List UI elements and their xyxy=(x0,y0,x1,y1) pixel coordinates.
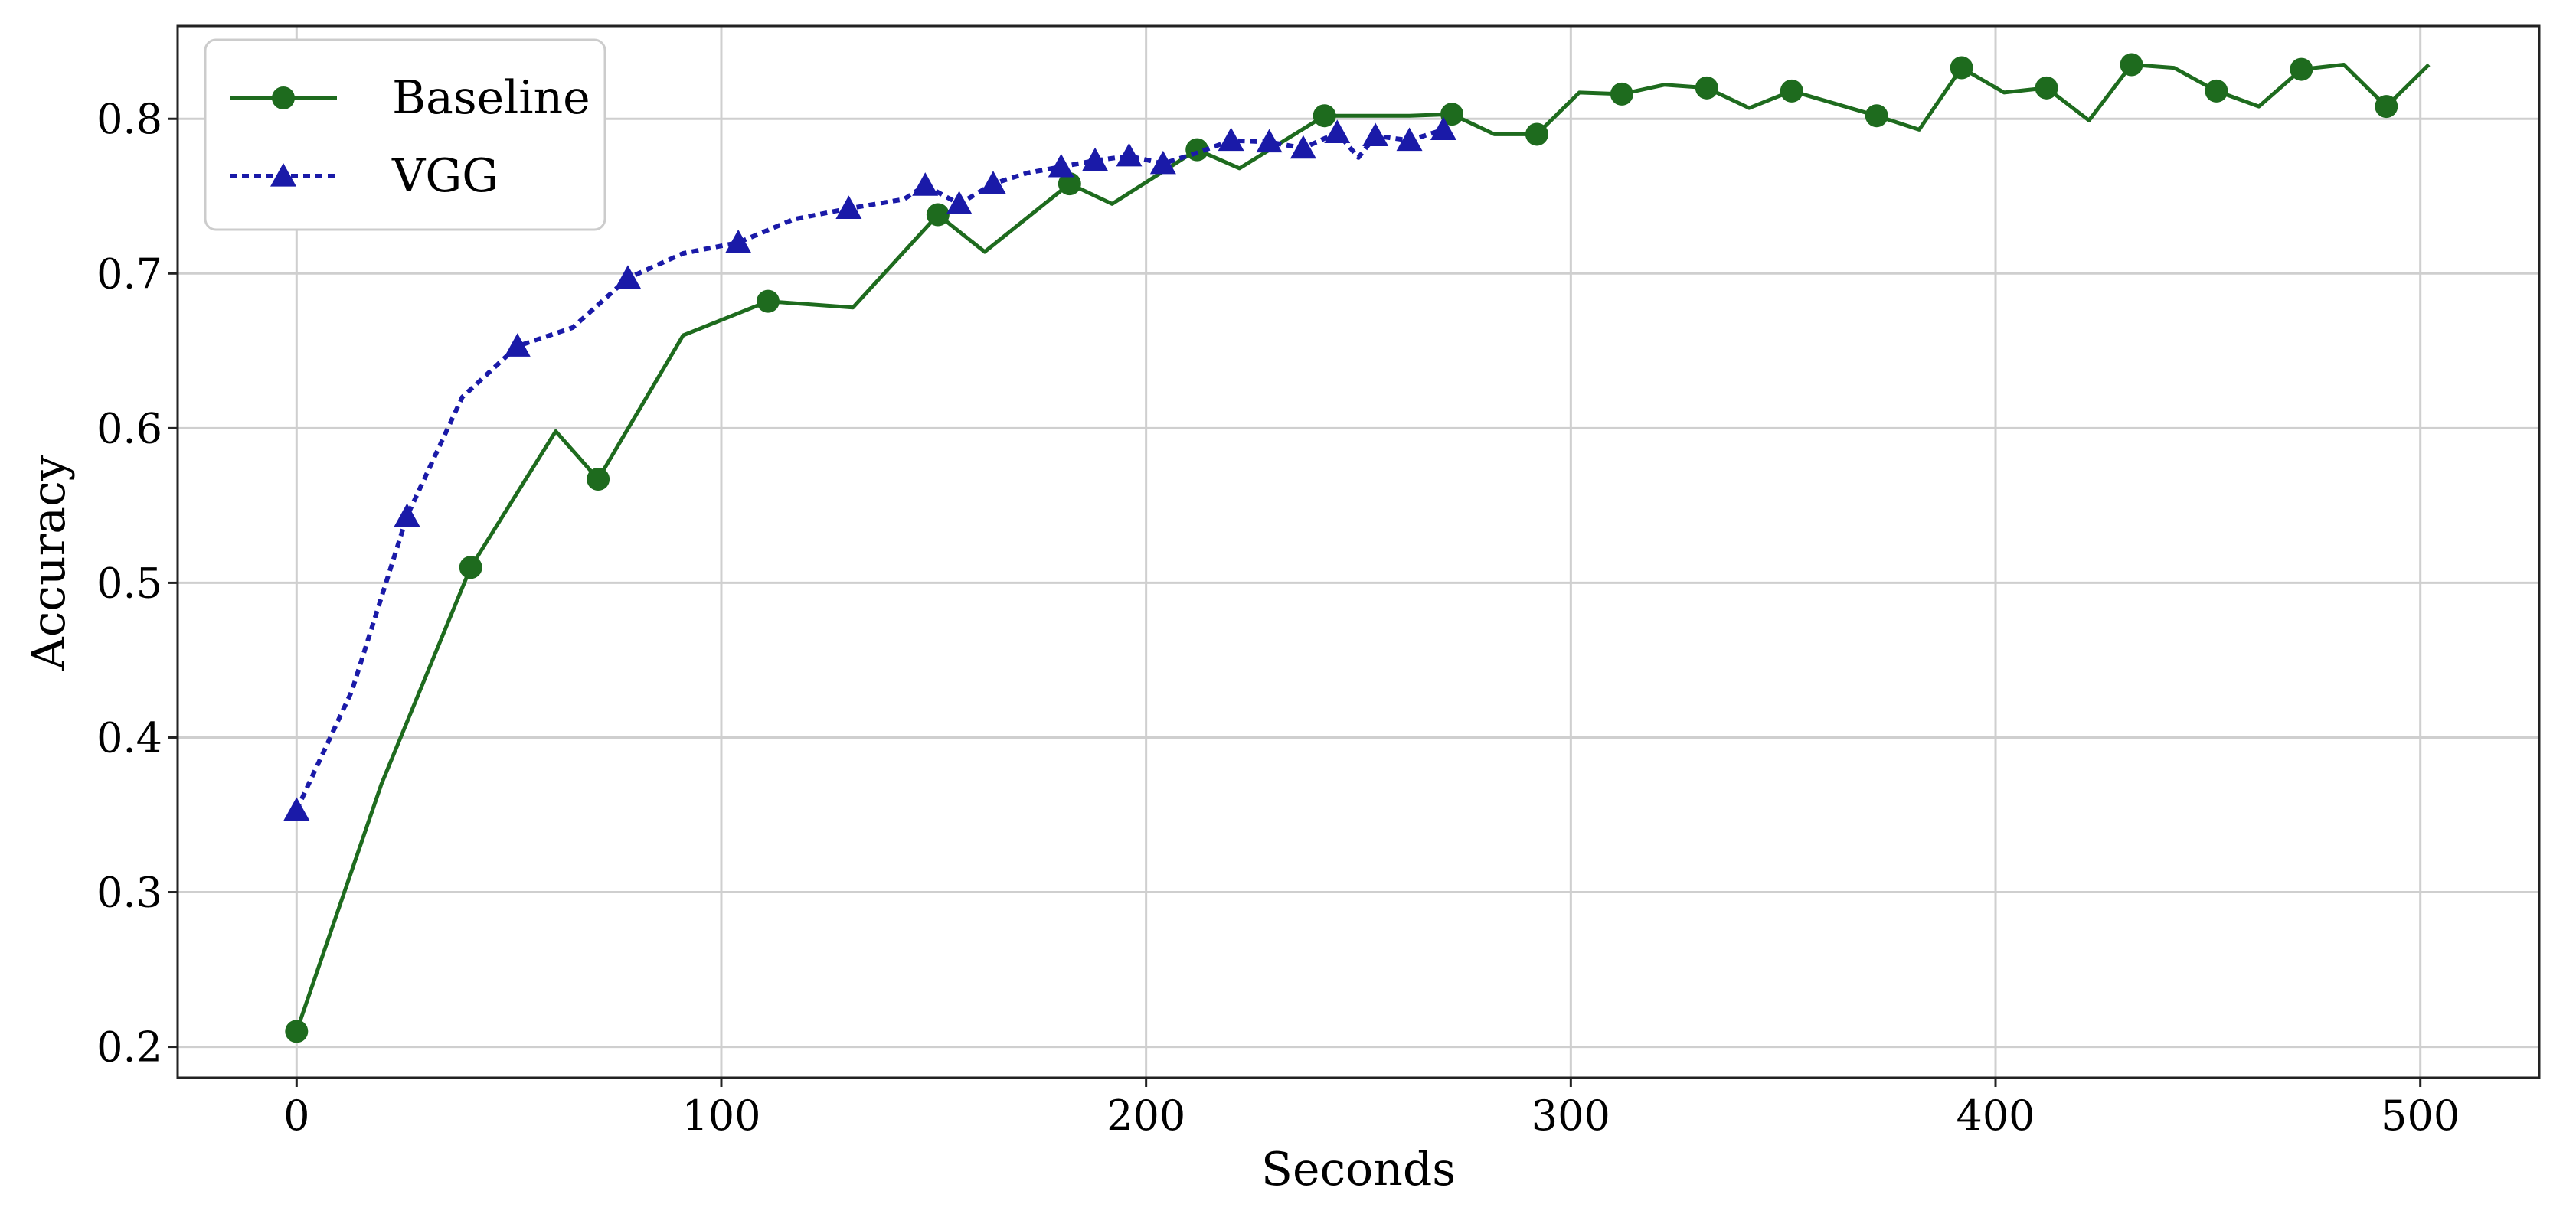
y-tick-label: 0.6 xyxy=(96,404,162,452)
x-tick-label: 100 xyxy=(682,1092,760,1140)
series-vgg xyxy=(283,116,1456,821)
x-tick-label: 500 xyxy=(2381,1092,2460,1140)
x-tick-label: 200 xyxy=(1107,1092,1185,1140)
data-point xyxy=(283,797,310,821)
data-point xyxy=(1396,127,1423,152)
data-point xyxy=(459,556,482,579)
series-layer xyxy=(283,53,2431,1043)
legend-marker xyxy=(272,86,295,109)
data-point xyxy=(1440,103,1464,126)
grid-lines xyxy=(178,26,2539,1078)
y-tick-label: 0.2 xyxy=(96,1023,162,1072)
plot-frame xyxy=(176,24,2541,1079)
series-line xyxy=(294,63,2431,1033)
y-tick-label: 0.5 xyxy=(96,559,162,607)
x-tick-label: 300 xyxy=(1532,1092,1610,1140)
x-tick-label: 400 xyxy=(1956,1092,2035,1140)
data-point xyxy=(2290,57,2313,81)
legend-box xyxy=(204,38,606,231)
data-point xyxy=(1256,129,1283,153)
x-axis-label: Seconds xyxy=(1261,1143,1456,1196)
data-point xyxy=(2375,95,2398,119)
data-point xyxy=(979,171,1006,194)
axis-ticks: 0 100 200 300 400 500 0.2 0.3 0.4 0.5 0.6 0.7 0.8 xyxy=(96,95,2460,1140)
x-tick-label: 0 xyxy=(283,1092,309,1140)
data-point xyxy=(757,289,780,313)
data-point xyxy=(1116,142,1143,167)
legend-label: Baseline xyxy=(392,71,590,125)
legend-entry: VGG xyxy=(230,149,499,203)
data-point xyxy=(1149,150,1176,175)
data-point xyxy=(2205,79,2228,103)
data-point xyxy=(946,191,973,214)
y-tick-label: 0.8 xyxy=(96,95,162,143)
data-point xyxy=(1610,82,1633,106)
data-point xyxy=(725,229,752,253)
data-point xyxy=(1324,119,1351,144)
data-point xyxy=(2120,53,2143,77)
legend-marker xyxy=(270,163,296,187)
data-point xyxy=(1525,122,1548,146)
data-point xyxy=(1048,153,1074,178)
series-baseline xyxy=(285,53,2431,1043)
data-point xyxy=(1218,127,1244,152)
legend-entries: Baseline VGG xyxy=(230,71,590,203)
data-point xyxy=(1780,79,1803,103)
data-point xyxy=(1185,138,1209,162)
data-point xyxy=(1313,104,1336,128)
y-tick-label: 0.4 xyxy=(96,713,162,762)
data-point xyxy=(2035,76,2058,100)
data-point xyxy=(1695,76,1718,100)
data-point xyxy=(1950,56,1973,80)
data-point xyxy=(614,265,641,289)
legend-label: VGG xyxy=(391,149,499,203)
data-point xyxy=(1058,172,1081,196)
y-tick-label: 0.3 xyxy=(96,869,162,917)
data-point xyxy=(926,203,950,227)
y-axis-label: Accuracy xyxy=(22,455,76,671)
data-point xyxy=(394,503,420,527)
data-point xyxy=(1362,122,1389,147)
y-tick-label: 0.7 xyxy=(96,250,162,298)
data-point xyxy=(1082,147,1109,171)
data-point xyxy=(1290,135,1316,159)
data-point xyxy=(912,172,939,196)
data-point xyxy=(504,333,531,357)
data-point xyxy=(285,1020,309,1043)
legend: Baseline VGG xyxy=(204,38,606,231)
legend-entry: Baseline xyxy=(230,71,590,125)
data-point xyxy=(1865,104,1888,128)
data-point xyxy=(587,468,610,491)
data-point xyxy=(835,195,862,220)
data-point xyxy=(1430,116,1456,140)
